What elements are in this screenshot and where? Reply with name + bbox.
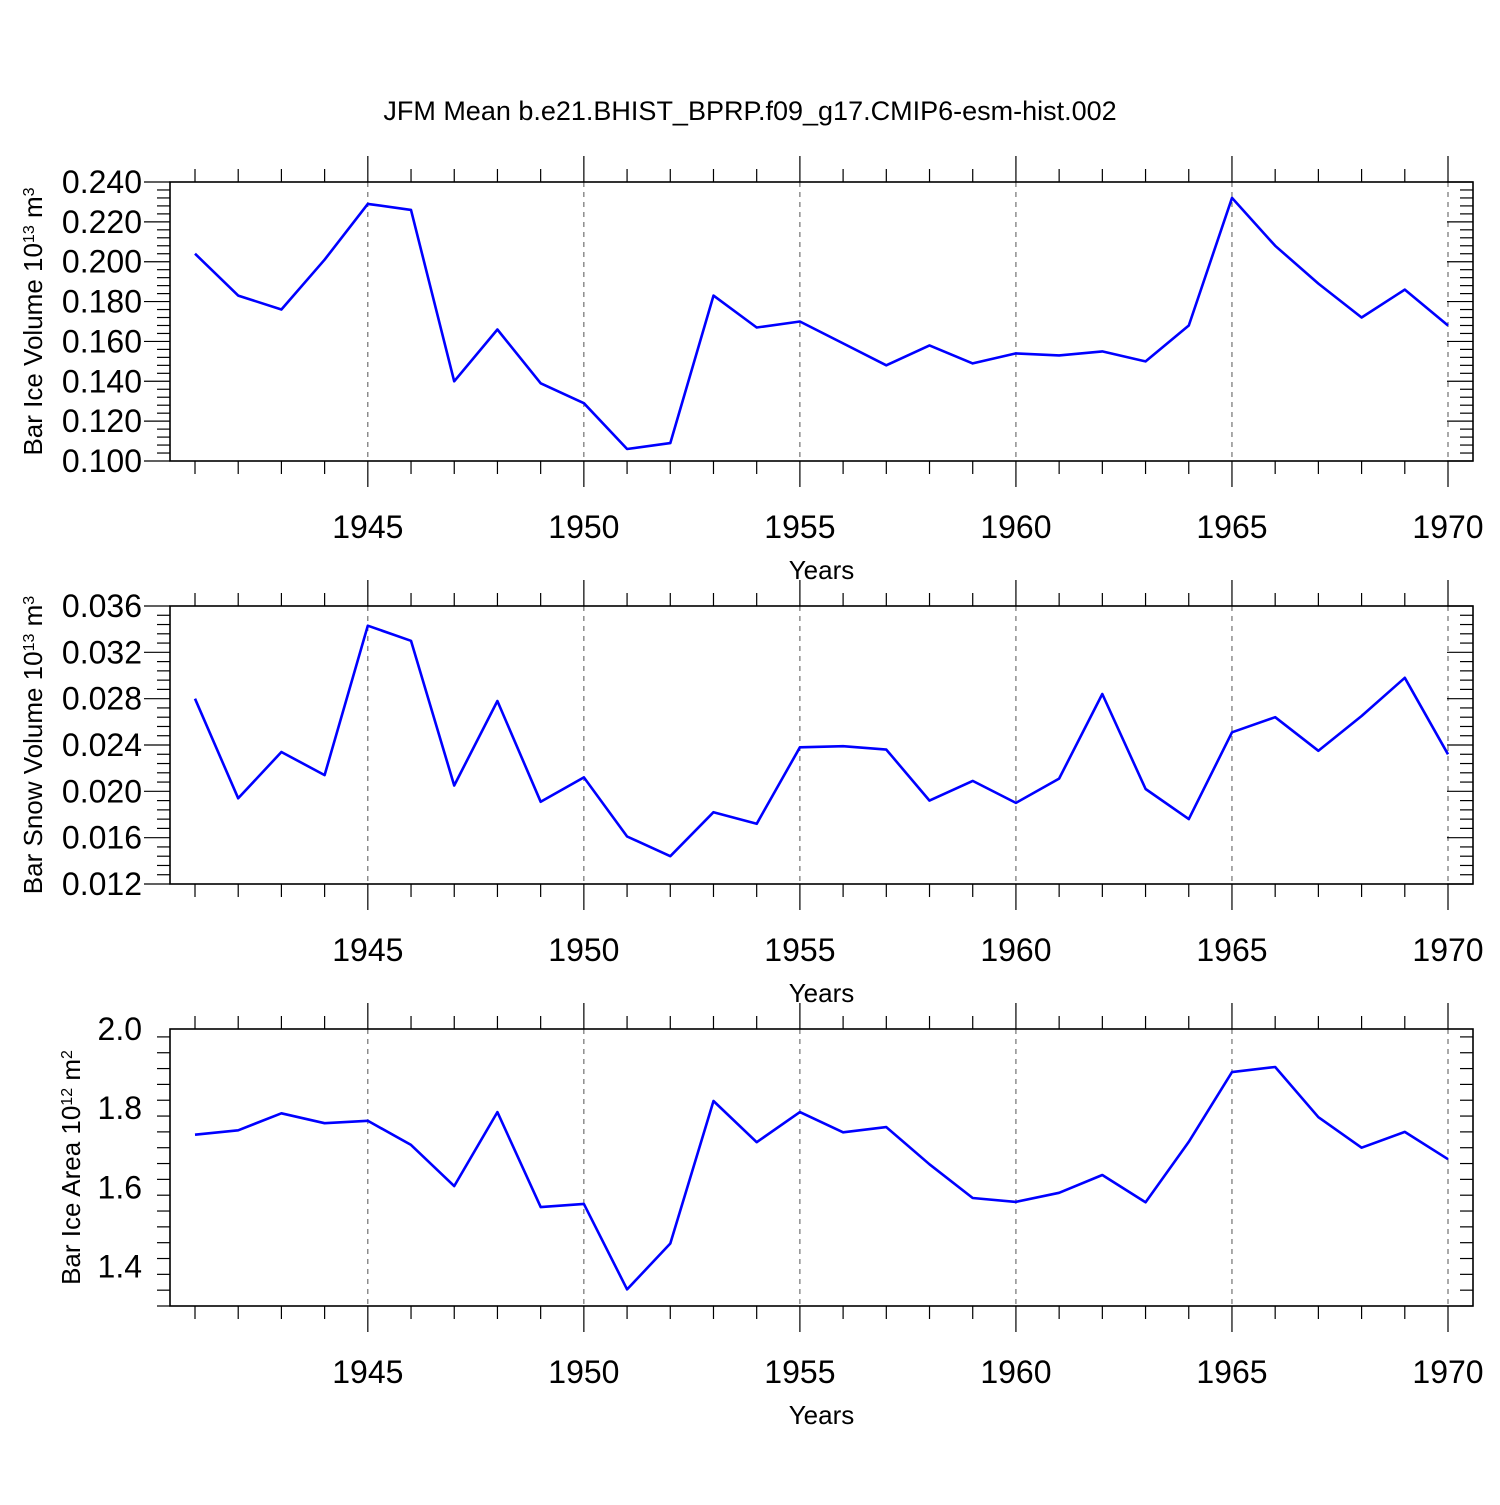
y-tick-label: 0.036 [62,588,142,624]
y-tick-label: 0.100 [62,443,142,479]
x-tick-label: 1950 [548,932,619,968]
x-axis-title: Years [789,1400,855,1430]
x-tick-label: 1970 [1412,1354,1483,1390]
y-tick-label: 0.032 [62,634,142,670]
y-tick-label: 0.120 [62,403,142,439]
plot-frame [169,181,1474,462]
series-line-ice-volume [194,196,1449,451]
y-tick-label: 0.016 [62,820,142,856]
panel-ice-area: 1.4 1.6 1.8 2.0 1945 1950 1955 1960 1965 1970 Year… [56,1003,1484,1430]
plot-frame [169,1028,1474,1307]
series-line-snow-volume [193,624,1450,858]
y-tick-label: 0.020 [62,773,142,809]
y-tick-label: 0.160 [62,323,142,359]
y-tick-label: 0.240 [62,164,142,200]
y-tick-label: 0.180 [62,284,142,320]
x-tick-label: 1970 [1412,509,1483,545]
x-tick-label: 1965 [1196,1354,1267,1390]
y-tick-label: 0.012 [62,866,142,902]
x-tick-label: 1960 [980,1354,1051,1390]
x-tick-label: 1945 [332,932,403,968]
x-tick-label: 1965 [1196,509,1267,545]
y-tick-label: 0.024 [62,727,142,763]
y-tick-label: 0.200 [62,244,142,280]
y-axis-title: Bar Ice Volume 1013 m3 [18,187,48,455]
plot-frame [169,605,1474,885]
x-tick-label: 1950 [548,1354,619,1390]
x-tick-label: 1945 [332,509,403,545]
x-axis-title: Years [789,555,855,585]
y-tick-label: 1.8 [98,1090,142,1126]
y-axis-title: Bar Snow Volume 1013 m3 [18,596,48,895]
x-tick-label: 1955 [764,1354,835,1390]
x-axis-title: Years [789,978,855,1008]
y-tick-label: 0.140 [62,363,142,399]
x-tick-label: 1960 [980,932,1051,968]
panel-snow-volume: 0.012 0.016 0.020 0.024 0.028 0.032 0.036 1945 1… [18,580,1484,1008]
y-axis-title: Bar Ice Area 1012 m2 [56,1050,86,1285]
y-tick-label: 0.028 [62,681,142,717]
y-tick-label: 2.0 [98,1011,142,1047]
chart-title: JFM Mean b.e21.BHIST_BPRP.f09_g17.CMIP6-… [383,96,1116,126]
x-tick-label: 1955 [764,932,835,968]
y-tick-label: 0.220 [62,204,142,240]
x-tick-label: 1950 [548,509,619,545]
y-tick-label: 1.4 [98,1248,142,1284]
x-tick-label: 1965 [1196,932,1267,968]
x-tick-label: 1970 [1412,932,1483,968]
x-tick-label: 1945 [332,1354,403,1390]
series-line-ice-area [194,1065,1449,1291]
x-tick-label: 1955 [764,509,835,545]
y-tick-label: 1.6 [98,1169,142,1205]
x-tick-label: 1960 [980,509,1051,545]
